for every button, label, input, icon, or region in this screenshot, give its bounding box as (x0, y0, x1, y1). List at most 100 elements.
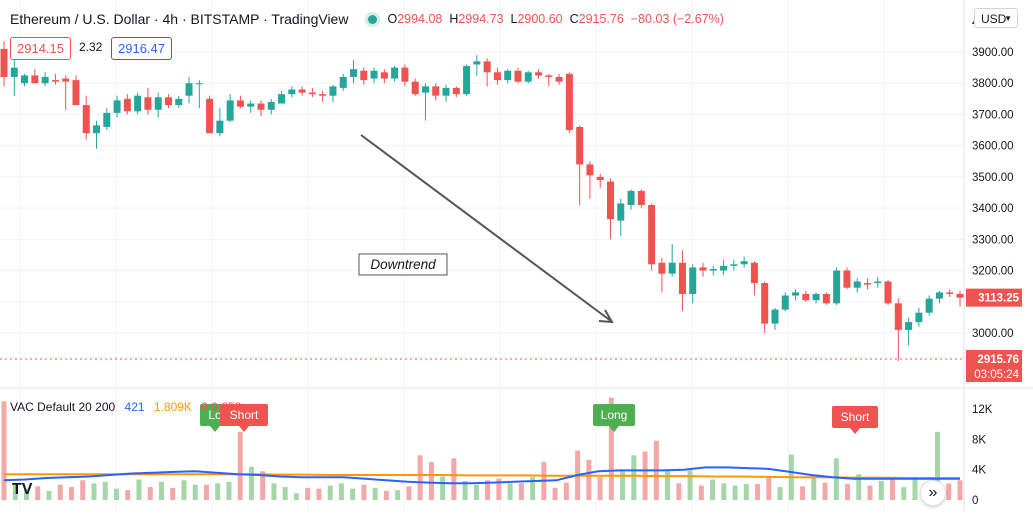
candle-body (144, 97, 152, 110)
volume-bar (721, 483, 727, 500)
candle-body (298, 89, 306, 93)
candle-body (206, 98, 214, 134)
volume-bar (91, 483, 97, 500)
price-tick: 3800.00 (972, 78, 1014, 90)
candle-body (843, 270, 851, 288)
volume-bar (338, 483, 344, 500)
market-status-icon (368, 14, 378, 24)
candle-body (699, 267, 707, 271)
candle-body (781, 295, 789, 310)
candle-body (463, 66, 471, 95)
volume-bar (811, 476, 817, 500)
volume-tick: 12K (972, 404, 993, 416)
volume-bar (530, 477, 536, 500)
candle-body (709, 268, 717, 271)
candle-body (329, 86, 337, 96)
volume-bar (507, 483, 513, 500)
chart-header: Ethereum / U.S. Dollar · 4h · BITSTAMP ·… (10, 11, 724, 27)
price-tick: 3600.00 (972, 141, 1014, 153)
candle-body (555, 76, 563, 82)
currency-label: USD (981, 12, 1007, 26)
price-tick: 3700.00 (972, 109, 1014, 121)
candle-body (278, 94, 286, 104)
candle-body (175, 98, 183, 106)
candle-body (411, 81, 419, 95)
volume-bar (1, 401, 7, 500)
candle-body (545, 75, 553, 77)
volume-bar (462, 481, 468, 500)
candle-body (62, 78, 70, 82)
candle-body (391, 67, 399, 79)
candle-body (195, 83, 203, 85)
volume-bar (710, 479, 716, 500)
candle-body (894, 303, 902, 330)
candle-body (535, 72, 543, 76)
volume-bar (833, 458, 839, 500)
svg-text:Long: Long (601, 408, 628, 422)
candle-body (319, 94, 327, 96)
volume-bar (215, 483, 221, 500)
close-value: 2915.76 (578, 12, 624, 26)
candle-body (905, 322, 913, 330)
buy-button[interactable]: 2916.47 (111, 37, 172, 60)
candle-body (606, 181, 614, 220)
candle-body (360, 70, 368, 81)
volume-bar (316, 488, 322, 500)
candle-body (226, 100, 234, 121)
candle-body (833, 270, 841, 304)
volume-bar (102, 481, 108, 500)
svg-text:Short: Short (230, 408, 259, 422)
candle-body (874, 281, 882, 284)
volume-bar (417, 455, 423, 500)
chevron-down-icon: ▼ (1004, 14, 1012, 23)
volume-tick: 8K (972, 434, 986, 446)
change-value: −80.03 (−2.67%) (630, 12, 724, 26)
symbol-title[interactable]: Ethereum / U.S. Dollar · 4h · BITSTAMP ·… (10, 11, 349, 27)
candle-body (483, 61, 491, 73)
volume-bar (597, 477, 603, 500)
last-price-tag (966, 288, 1022, 307)
candle-body (0, 48, 8, 77)
indicator-line (3, 466, 960, 485)
candle-body (504, 70, 512, 81)
downtrend-annotation[interactable]: Downtrend (358, 253, 448, 276)
volume-bar (867, 485, 873, 500)
volume-bar (698, 485, 704, 500)
svg-text:Short: Short (841, 410, 870, 424)
candle-body (514, 70, 522, 82)
tradingview-logo[interactable]: TV (12, 481, 33, 498)
scroll-to-realtime-button[interactable]: » (920, 480, 946, 506)
volume-bar (327, 485, 333, 500)
sell-button[interactable]: 2914.15 (10, 37, 71, 60)
candle-body (668, 262, 676, 274)
candle-body (648, 204, 656, 265)
volume-bar (485, 480, 491, 500)
candle-body (41, 76, 49, 84)
volume-bar (743, 484, 749, 500)
high-value: 2994.73 (458, 12, 504, 26)
price-tick: 3400.00 (972, 203, 1014, 215)
candle-body (31, 75, 39, 84)
volume-bar (46, 490, 52, 500)
volume-bar (372, 487, 378, 500)
currency-select[interactable]: USD ▼ (974, 8, 1018, 28)
volume-bar (192, 484, 198, 500)
candle-body (442, 87, 450, 96)
volume-bar (845, 484, 851, 500)
candle-body (627, 190, 635, 205)
candle-body (339, 76, 347, 88)
candle-body (216, 120, 224, 134)
candle-body (452, 87, 460, 95)
candle-body (802, 293, 810, 301)
candle-body (185, 83, 193, 96)
volume-bar (158, 481, 164, 500)
volume-bar (451, 458, 457, 500)
candle-body (236, 100, 244, 107)
candle-body (432, 86, 440, 96)
volume-tick: 4K (972, 465, 986, 477)
indicator-legend[interactable]: VAC Default 20 200 421 1.809K 0 0.858 (10, 400, 241, 414)
candle-body (761, 283, 769, 324)
candle-body (51, 80, 59, 82)
